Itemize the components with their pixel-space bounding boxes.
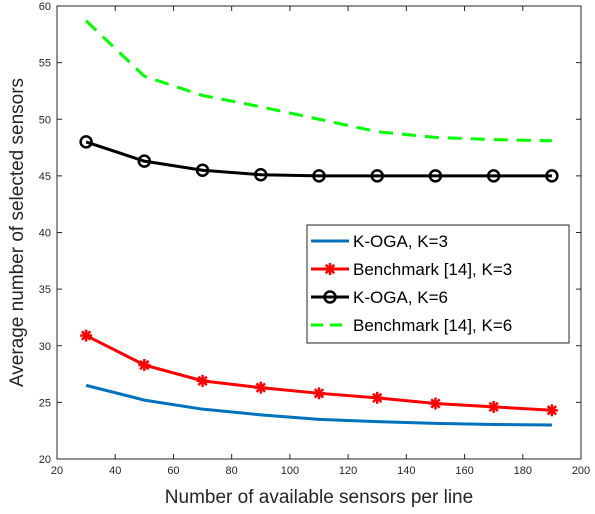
x-tick-label: 180 bbox=[514, 465, 532, 477]
legend-entry: K-OGA, K=6 bbox=[311, 288, 448, 307]
y-axis-label: Average number of selected sensors bbox=[7, 78, 28, 387]
circle-marker bbox=[370, 169, 384, 183]
series-line bbox=[85, 19, 552, 143]
asterisk-marker-stroke bbox=[324, 263, 336, 275]
asterisk-marker-stroke bbox=[430, 398, 441, 409]
legend: K-OGA, K=3 Benchmark [14], K=3 K-OGA, K=6 B… bbox=[306, 224, 570, 344]
series-0 bbox=[85, 383, 552, 427]
y-tick-label: 25 bbox=[39, 397, 51, 409]
legend-label: K-OGA, K=3 bbox=[353, 232, 448, 251]
series-2 bbox=[79, 135, 559, 183]
y-tick-label: 20 bbox=[39, 454, 51, 466]
series-1 bbox=[80, 329, 558, 417]
asterisk-marker-stroke bbox=[80, 330, 92, 341]
legend-label: Benchmark [14], K=3 bbox=[353, 260, 512, 279]
asterisk-marker-stroke bbox=[488, 401, 499, 413]
series-layer bbox=[79, 19, 559, 427]
y-tick-label: 40 bbox=[39, 228, 51, 240]
circle-marker bbox=[323, 290, 337, 304]
circle-marker bbox=[195, 163, 210, 177]
x-tick-label: 100 bbox=[281, 465, 299, 477]
x-tick-label: 120 bbox=[339, 465, 357, 477]
asterisk-marker-stroke bbox=[197, 375, 208, 386]
asterisk-marker-stroke bbox=[139, 359, 150, 371]
x-tick-label: 140 bbox=[397, 465, 415, 477]
y-tick-label: 55 bbox=[39, 58, 51, 70]
y-tick-label: 50 bbox=[39, 114, 51, 126]
legend-entry: K-OGA, K=3 bbox=[311, 232, 448, 251]
series-line bbox=[85, 383, 552, 427]
circle-marker bbox=[137, 154, 152, 168]
legend-entries: K-OGA, K=3 Benchmark [14], K=3 K-OGA, K=6 B… bbox=[311, 232, 512, 335]
legend-entry: Benchmark [14], K=6 bbox=[311, 316, 512, 335]
legend-box bbox=[306, 224, 570, 344]
asterisk-marker-stroke bbox=[313, 388, 325, 399]
y-tick-label: 60 bbox=[39, 1, 51, 13]
x-tick-label: 60 bbox=[167, 465, 179, 477]
x-tick-label: 40 bbox=[109, 465, 121, 477]
x-tick-label: 80 bbox=[226, 465, 238, 477]
x-axis-label: Number of available sensors per line bbox=[165, 487, 473, 508]
y-tick-label: 30 bbox=[39, 341, 51, 353]
y-tick-label: 45 bbox=[39, 171, 51, 183]
series-3 bbox=[85, 19, 552, 143]
circle-marker bbox=[545, 169, 559, 183]
circle-marker bbox=[79, 135, 93, 149]
legend-label: K-OGA, K=6 bbox=[353, 288, 448, 307]
circle-marker bbox=[312, 169, 326, 183]
asterisk-marker-stroke bbox=[372, 392, 383, 403]
legend-label: Benchmark [14], K=6 bbox=[353, 316, 512, 335]
series-line bbox=[85, 140, 552, 178]
asterisk-marker-stroke bbox=[546, 405, 558, 416]
circle-marker bbox=[254, 167, 268, 182]
circle-marker bbox=[428, 169, 443, 183]
x-tick-label: 160 bbox=[455, 465, 473, 477]
y-tick-label: 35 bbox=[39, 284, 51, 296]
tick-layer: 20 40 60 80 100 120 140 160 180 200 20 25 30 35 40 45 50… bbox=[39, 1, 590, 477]
asterisk-marker-stroke bbox=[255, 382, 266, 393]
x-tick-label: 200 bbox=[572, 465, 590, 477]
x-tick-label: 20 bbox=[51, 465, 63, 477]
circle-marker bbox=[486, 169, 501, 183]
legend-entry: Benchmark [14], K=3 bbox=[311, 260, 512, 279]
